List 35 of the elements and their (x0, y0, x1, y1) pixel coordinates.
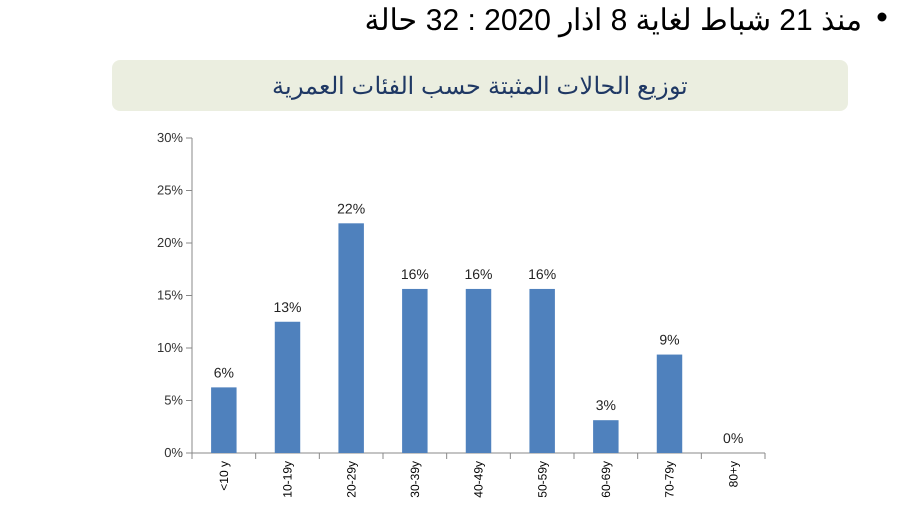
y-tick-label: 15% (156, 288, 184, 303)
y-tick-label: 0% (164, 445, 184, 460)
bar (466, 288, 492, 453)
data-label: 9% (659, 332, 680, 348)
bar (529, 288, 555, 453)
bar (593, 420, 619, 453)
chart-title: منذ 21 شباط لغاية 8 اذار 2020 : 32 حالة (364, 4, 862, 38)
bar (274, 322, 300, 453)
y-tick-label: 20% (156, 235, 184, 250)
x-tick-label: 40-49y (472, 461, 486, 498)
y-tick-label: 5% (164, 392, 184, 408)
bar (338, 223, 364, 453)
x-tick-label: 50-59y (535, 461, 550, 498)
data-label: 16% (464, 266, 493, 282)
y-tick-label: 10% (156, 340, 184, 356)
data-label: 3% (596, 397, 616, 414)
data-label: 16% (528, 266, 556, 282)
data-label: 22% (337, 200, 366, 216)
y-tick-label: 30% (156, 130, 184, 146)
x-tick-label: <10 y (217, 461, 232, 491)
x-tick-label: 80+y (726, 461, 740, 488)
data-label: 16% (400, 266, 429, 282)
data-label: 13% (273, 298, 302, 315)
x-tick-label: 70-79y (662, 461, 677, 498)
bar (656, 354, 682, 453)
y-tick-label: 25% (156, 182, 184, 198)
bar (402, 288, 428, 453)
x-tick-label: 10-19y (280, 461, 295, 498)
x-tick-label: 30-39y (408, 461, 422, 498)
x-tick-label: 20-29y (344, 461, 358, 498)
x-tick-label: 60-69y (599, 461, 614, 498)
data-label: 6% (214, 364, 234, 380)
data-label: 0% (723, 430, 744, 446)
bar (211, 387, 237, 453)
chart-subtitle: توزيع الحالات المثبتة حسب الفئات العمرية (272, 73, 688, 100)
